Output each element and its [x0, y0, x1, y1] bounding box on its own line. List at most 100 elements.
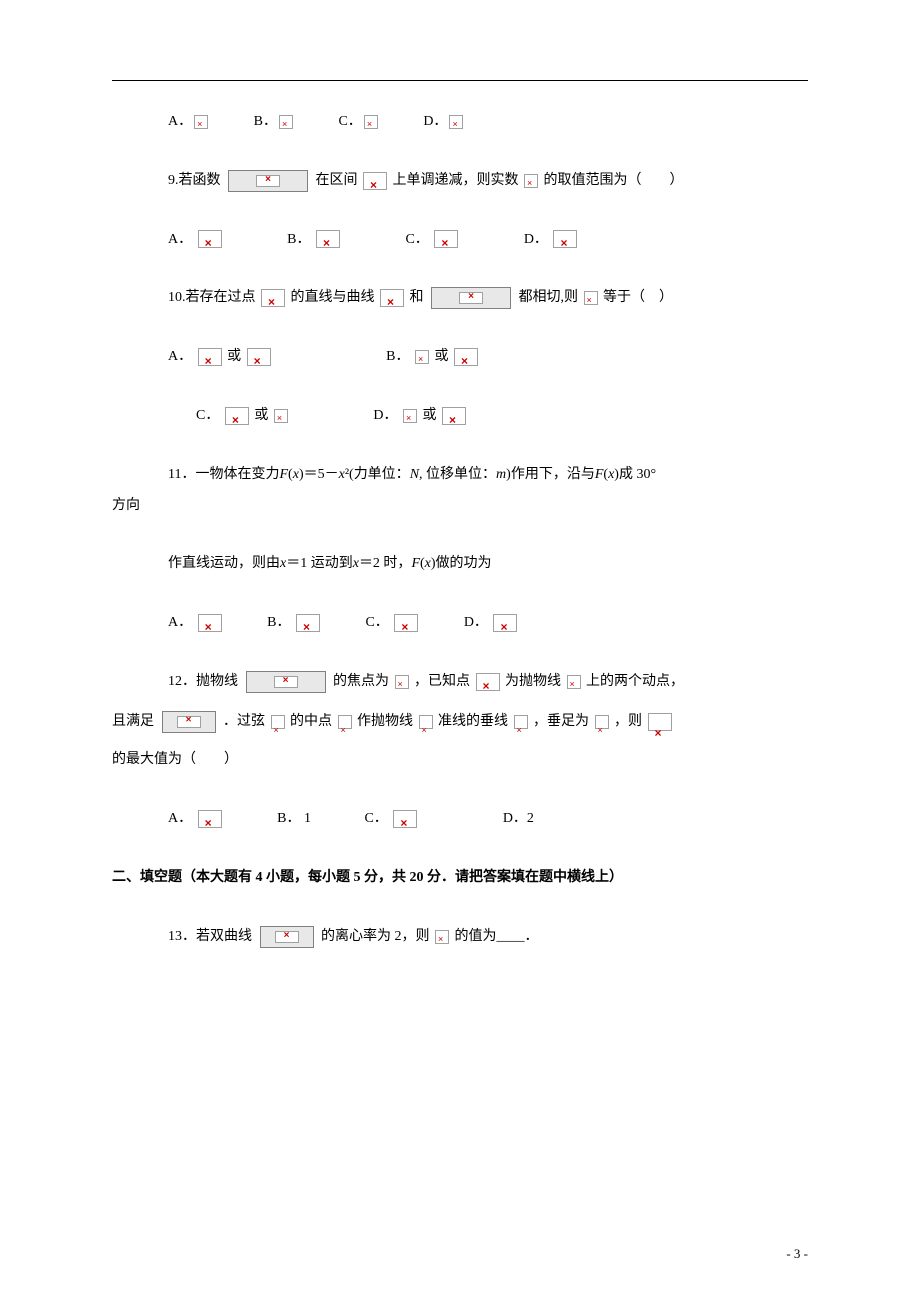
q13-text: 13．若双曲线	[168, 929, 256, 944]
q12-opt-b-label: B． 1	[277, 811, 311, 826]
q9-opt-b-label: B．	[287, 232, 314, 247]
q11-line1: 11．一物体在变力F(x)＝5－x²(力单位：N, 位移单位：m)作用下，沿与F…	[112, 460, 808, 491]
section-2-title: 二、填空题（本大题有 4 小题，每小题 5 分，共 20 分．请把答案填在题中横…	[112, 863, 808, 894]
q9-stem: 9.若函数 在区间 上单调递减，则实数 的取值范围为（ ）	[112, 166, 808, 197]
q10-text: 都相切,则	[519, 290, 582, 305]
q10-opt-d-label: D．	[373, 408, 401, 423]
q9-opt-a-label: A．	[168, 232, 196, 247]
broken-image-icon	[162, 711, 216, 733]
broken-image-icon	[493, 614, 517, 632]
q12-text: 准线的垂线	[438, 714, 512, 729]
q9-text: 上单调递减，则实数	[393, 173, 523, 188]
q11-text: 成 30°	[619, 467, 656, 482]
broken-image-icon	[279, 115, 293, 129]
q13-stem: 13．若双曲线 的离心率为 2，则 的值为____．	[112, 922, 808, 953]
broken-image-icon	[415, 350, 429, 364]
broken-image-icon	[246, 671, 326, 693]
page-number: - 3 -	[786, 1246, 808, 1262]
broken-image-icon	[225, 407, 249, 425]
q12-line2: 且满足 ．过弦 的中点 作抛物线 准线的垂线 ，垂足为 ，则	[112, 698, 808, 746]
broken-image-icon	[567, 675, 581, 689]
broken-image-icon	[434, 230, 458, 248]
q12-text: 12．抛物线	[168, 674, 242, 689]
q11-text: ＝5－	[304, 467, 339, 482]
q9-opt-d: D．	[524, 225, 580, 256]
q9-opt-a: A．	[168, 225, 224, 256]
broken-image-icon	[419, 715, 433, 729]
q11-opt-b-label: B．	[267, 615, 294, 630]
broken-image-icon	[524, 174, 538, 188]
q11-text: 方向	[112, 498, 140, 513]
q10-options-row2: C． 或 D． 或	[112, 401, 808, 432]
broken-image-icon	[431, 287, 511, 309]
q8-opt-d: D．	[423, 107, 465, 138]
q8-opt-b: B．	[254, 107, 295, 138]
q11-fx: F	[279, 467, 288, 482]
q12-text: 上的两个动点，	[586, 674, 684, 689]
q10-opt-a-label: A．	[168, 349, 196, 364]
or-text: 或	[227, 349, 245, 364]
q8-opt-a-label: A．	[168, 114, 192, 129]
broken-image-icon	[274, 409, 288, 423]
q11-text: 11．一物体在变力	[168, 467, 279, 482]
q12-opt-a-label: A．	[168, 811, 196, 826]
q12-opt-d: D．2	[503, 804, 534, 835]
broken-image-icon	[553, 230, 577, 248]
broken-image-icon	[247, 348, 271, 366]
broken-image-icon	[394, 614, 418, 632]
q9-opt-d-label: D．	[524, 232, 552, 247]
q12-opt-c-label: C．	[364, 811, 391, 826]
q12-line3: 的最大值为（ ）	[112, 745, 808, 776]
broken-image-icon	[442, 407, 466, 425]
q9-opt-c: C．	[405, 225, 460, 256]
q9-options: A． B． C． D．	[112, 225, 808, 256]
q12-text: ．过弦	[223, 714, 269, 729]
q12-text: 为抛物线	[505, 674, 565, 689]
q10-stem: 10.若存在过点 的直线与曲线 和 都相切,则 等于（ ）	[112, 283, 808, 314]
q11-text: ＝1 运动到	[286, 556, 353, 571]
broken-image-icon	[271, 715, 285, 729]
or-text: 或	[422, 408, 440, 423]
q10-opt-d: D． 或	[373, 401, 468, 432]
broken-image-icon	[194, 115, 208, 129]
q12-options: A． B． 1 C． D．2	[112, 804, 808, 835]
q12-opt-c: C．	[364, 804, 419, 835]
or-text: 或	[254, 408, 272, 423]
q11-text: 做的功为	[436, 556, 492, 571]
q11-opt-a-label: A．	[168, 615, 196, 630]
broken-image-icon	[316, 230, 340, 248]
q12-text: 的最大值为（ ）	[112, 752, 238, 767]
q10-text: 的直线与曲线	[291, 290, 379, 305]
broken-image-icon	[338, 715, 352, 729]
broken-image-icon	[198, 810, 222, 828]
broken-image-icon	[364, 115, 378, 129]
broken-image-icon	[260, 926, 314, 948]
q12-opt-b: B． 1	[277, 804, 311, 835]
q8-opt-c: C．	[338, 107, 379, 138]
q8-opt-c-label: C．	[338, 114, 361, 129]
broken-image-icon	[228, 170, 308, 192]
q12-text: 的焦点为	[333, 674, 393, 689]
page: A． B． C． D． 9.若函数 在区间 上单调递减，则实数 的取值范围为（ …	[0, 0, 920, 1302]
q10-opt-c-label: C．	[196, 408, 223, 423]
q10-opt-b-label: B．	[386, 349, 413, 364]
q8-opt-a: A．	[168, 107, 210, 138]
q10-text: 10.若存在过点	[168, 290, 259, 305]
q11-n: N	[410, 467, 419, 482]
q11-text: , 位移单位：	[419, 467, 496, 482]
q12-text: 的中点	[290, 714, 336, 729]
broken-image-icon	[198, 348, 222, 366]
q10-opt-b: B． 或	[386, 342, 480, 373]
q12-text: ，则	[614, 714, 646, 729]
q11-text: )作用下，沿与	[506, 467, 595, 482]
q11-opt-d: D．	[464, 608, 520, 639]
broken-image-icon	[198, 230, 222, 248]
q11-line2: 方向	[112, 491, 808, 522]
q11-opt-a: A．	[168, 608, 224, 639]
q11-opt-c-label: C．	[365, 615, 392, 630]
q11-text: ＝2 时，	[359, 556, 412, 571]
q10-opt-a: A． 或	[168, 342, 273, 373]
q11-opt-d-label: D．	[464, 615, 492, 630]
q12-opt-a: A．	[168, 804, 224, 835]
q11-text: ²(力单位：	[345, 467, 410, 482]
